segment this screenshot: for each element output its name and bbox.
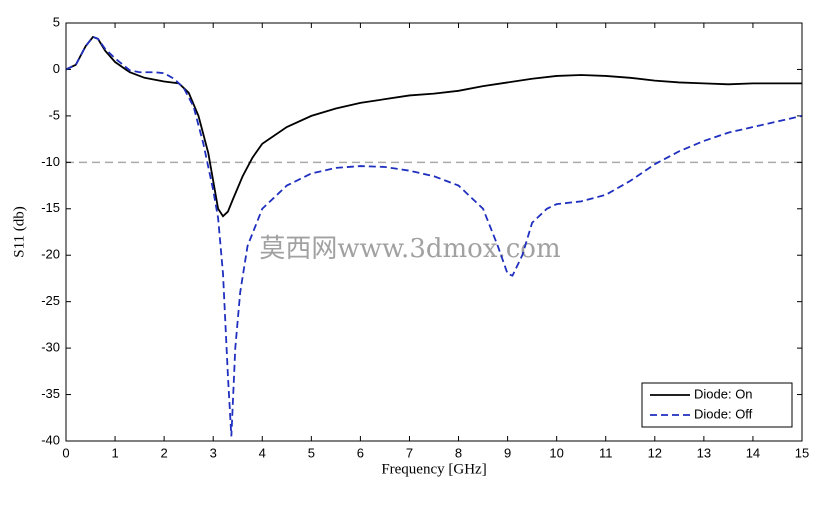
x-tick-label: 14 bbox=[746, 445, 760, 460]
plot-area bbox=[66, 23, 802, 441]
y-tick-label: 5 bbox=[53, 14, 60, 29]
x-tick-label: 15 bbox=[795, 445, 809, 460]
x-tick-label: 5 bbox=[308, 445, 315, 460]
x-tick-label: 12 bbox=[648, 445, 662, 460]
y-tick-label: -20 bbox=[41, 247, 60, 262]
legend-box bbox=[641, 382, 793, 428]
series-line bbox=[65, 35, 803, 437]
x-tick-label: 3 bbox=[210, 445, 217, 460]
y-tick-label: -10 bbox=[41, 154, 60, 169]
x-tick-label: 9 bbox=[504, 445, 511, 460]
x-tick-label: 7 bbox=[406, 445, 413, 460]
x-tick-label: 8 bbox=[455, 445, 462, 460]
x-axis-label: Frequency [GHz] bbox=[381, 461, 486, 477]
x-tick-label: 6 bbox=[357, 445, 364, 460]
x-tick-label: 10 bbox=[549, 445, 563, 460]
x-tick-label: 11 bbox=[599, 445, 613, 460]
y-tick-label: -35 bbox=[41, 386, 60, 401]
y-axis-label: S11 (db) bbox=[11, 206, 27, 258]
x-tick-label: 2 bbox=[161, 445, 168, 460]
watermark: 莫西网www.3dmox.com bbox=[259, 234, 560, 264]
y-tick-label: -40 bbox=[41, 432, 60, 447]
x-tick-label: 13 bbox=[697, 445, 711, 460]
y-tick-label: -15 bbox=[41, 200, 60, 215]
legend-label: Diode: Off bbox=[694, 406, 753, 421]
x-tick-label: 4 bbox=[259, 445, 266, 460]
legend-label: Diode: On bbox=[694, 386, 753, 401]
x-tick-label: 0 bbox=[62, 445, 69, 460]
y-tick-label: -25 bbox=[41, 293, 60, 308]
y-tick-label: -30 bbox=[41, 340, 60, 355]
plot-frame bbox=[65, 22, 803, 442]
y-tick-label: 0 bbox=[53, 61, 60, 76]
x-tick-label: 1 bbox=[111, 445, 118, 460]
y-tick-label: -5 bbox=[48, 107, 60, 122]
series-line bbox=[65, 35, 802, 218]
